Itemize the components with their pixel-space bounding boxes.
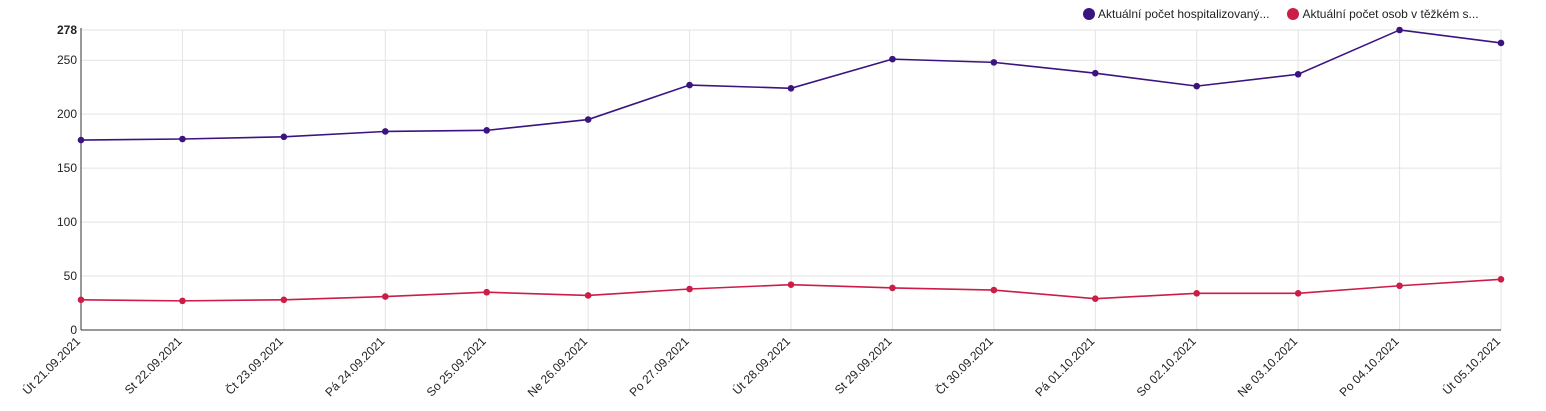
data-point-1 (1091, 295, 1099, 303)
data-point-0 (1396, 26, 1403, 34)
x-tick-label: Po 27.09.2021 (627, 334, 692, 399)
x-tick-label: St 29.09.2021 (832, 334, 895, 397)
x-tick-label: Út 05.10.2021 (1439, 333, 1503, 397)
x-tick-label: Út 21.09.2021 (19, 333, 83, 397)
legend-item-severe[interactable]: Aktuální počet osob v těžkém s... (1287, 7, 1479, 21)
data-point-1 (889, 284, 896, 292)
data-point-0 (686, 81, 693, 89)
data-point-1 (584, 292, 592, 299)
x-tick-label: Út 28.09.2021 (729, 333, 793, 397)
data-point-0 (280, 133, 288, 141)
legend-item-hospitalized[interactable]: Aktuální počet hospitalizovaný... (1083, 7, 1269, 21)
data-point-0 (77, 136, 85, 144)
x-tick-label: Čt 23.09.2021 (222, 333, 286, 397)
legend-label-severe: Aktuální počet osob v těžkém s... (1302, 7, 1479, 21)
y-tick-label: 150 (57, 161, 77, 175)
legend: Aktuální počet hospitalizovaný... Aktuál… (1083, 7, 1479, 21)
y-tick-label: 250 (57, 53, 77, 67)
x-tick-label: So 25.09.2021 (424, 334, 489, 399)
data-point-1 (1396, 282, 1403, 290)
y-tick-label: 278 (57, 23, 77, 37)
data-point-1 (1497, 275, 1505, 283)
y-tick-label: 100 (57, 215, 77, 229)
data-point-0 (889, 55, 896, 63)
data-point-0 (483, 127, 491, 134)
data-point-1 (77, 296, 85, 304)
data-point-1 (990, 286, 998, 294)
x-tick-label: Pá 24.09.2021 (322, 334, 387, 399)
data-point-0 (381, 128, 389, 135)
x-tick-label: Pá 01.10.2021 (1032, 334, 1097, 399)
data-point-0 (990, 59, 998, 66)
data-point-0 (1497, 39, 1505, 47)
data-point-1 (483, 288, 491, 296)
x-tick-label: Ne 26.09.2021 (525, 334, 591, 400)
data-point-0 (179, 135, 186, 143)
data-point-0 (1193, 82, 1201, 90)
data-point-1 (686, 285, 693, 293)
y-tick-label: 50 (64, 269, 78, 283)
x-tick-label: So 02.10.2021 (1134, 334, 1199, 399)
legend-marker-hospitalized (1083, 8, 1095, 20)
x-tick-label: Ne 03.10.2021 (1235, 334, 1301, 400)
data-point-0 (1294, 70, 1302, 78)
data-point-1 (787, 281, 795, 288)
legend-label-hospitalized: Aktuální počet hospitalizovaný... (1098, 7, 1270, 21)
data-point-0 (584, 116, 592, 123)
x-tick-label: Po 04.10.2021 (1337, 334, 1402, 399)
data-point-1 (1193, 290, 1201, 297)
x-tick-label: Čt 30.09.2021 (932, 333, 996, 397)
data-point-1 (1294, 290, 1302, 297)
y-tick-label: 0 (70, 323, 77, 337)
y-tick-label: 200 (57, 107, 77, 121)
data-point-1 (179, 297, 186, 305)
legend-marker-severe (1287, 8, 1300, 20)
data-point-0 (787, 84, 795, 92)
data-point-1 (381, 293, 389, 300)
data-point-0 (1091, 69, 1099, 77)
x-tick-label: St 22.09.2021 (122, 334, 185, 397)
data-point-1 (280, 296, 288, 304)
